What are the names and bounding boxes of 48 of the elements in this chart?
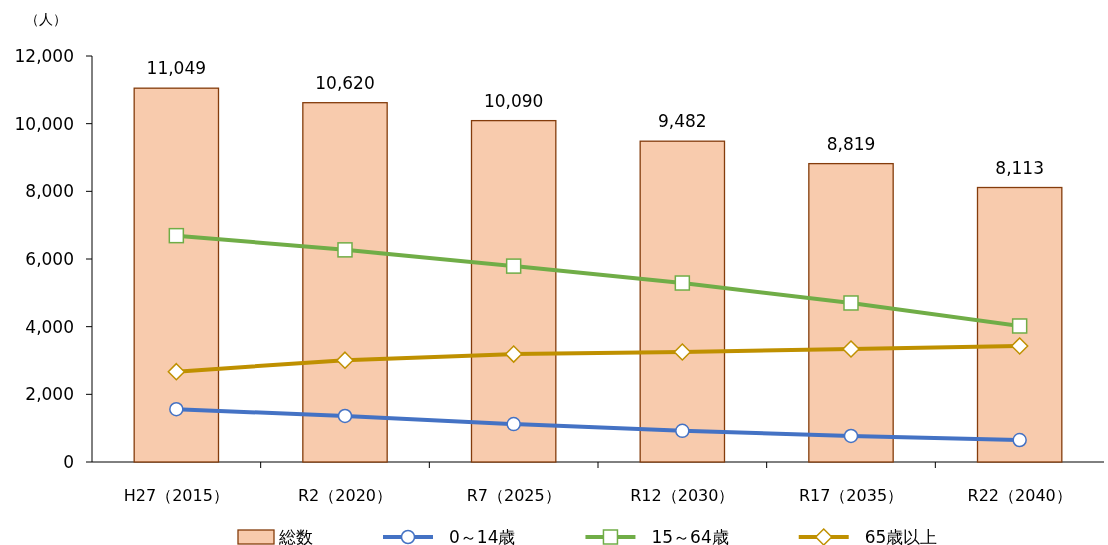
x-tick-label: R2（2020） — [297, 486, 393, 505]
x-tick-label: H27（2015） — [123, 486, 229, 505]
bar — [808, 162, 894, 463]
data-label: 10,620 — [315, 72, 375, 93]
bar — [639, 140, 726, 463]
x-tick-label: R22（2040） — [967, 486, 1072, 505]
point — [842, 340, 860, 358]
point — [1012, 432, 1027, 448]
point — [506, 416, 521, 432]
x-tick-label: R17（2035） — [798, 486, 904, 505]
data-label: 8,113 — [995, 157, 1044, 178]
y-tick-label: 8,000 — [25, 181, 74, 202]
point — [167, 362, 186, 381]
y-tick-label: 10,000 — [14, 113, 74, 134]
point — [1010, 337, 1029, 355]
y-tick-label: 0 — [63, 452, 74, 472]
point — [337, 408, 353, 424]
legend-label: 15～64歳 — [651, 527, 729, 545]
point — [674, 275, 691, 291]
point — [336, 351, 354, 369]
x-tick-label: R7（2025） — [466, 486, 561, 505]
bar — [470, 119, 557, 463]
point — [337, 242, 353, 258]
y-tick-label: 2,000 — [25, 384, 74, 405]
x-tick-label: R12（2030） — [630, 486, 735, 505]
legend-label: 65歳以上 — [864, 527, 938, 545]
point — [675, 423, 690, 439]
point — [673, 343, 692, 361]
legend-label: 0～14歳 — [449, 527, 516, 545]
point — [1011, 318, 1028, 334]
y-tick-label: 4,000 — [25, 316, 74, 337]
y-axis-title: （人） — [25, 11, 67, 27]
data-label: 10,090 — [483, 90, 544, 111]
point — [504, 345, 523, 363]
bar — [302, 102, 388, 463]
legend-label: 総数 — [278, 527, 313, 545]
point — [843, 428, 859, 444]
data-label: 11,049 — [146, 58, 207, 79]
bar — [133, 87, 220, 463]
point — [168, 227, 185, 244]
y-tick-label: 12,000 — [14, 46, 74, 66]
data-label: 9,482 — [658, 111, 707, 132]
point — [169, 401, 184, 417]
point — [505, 258, 522, 274]
data-label: 8,819 — [826, 133, 876, 154]
point — [843, 295, 859, 311]
y-tick-label: 6,000 — [25, 249, 74, 269]
bar — [976, 186, 1063, 463]
